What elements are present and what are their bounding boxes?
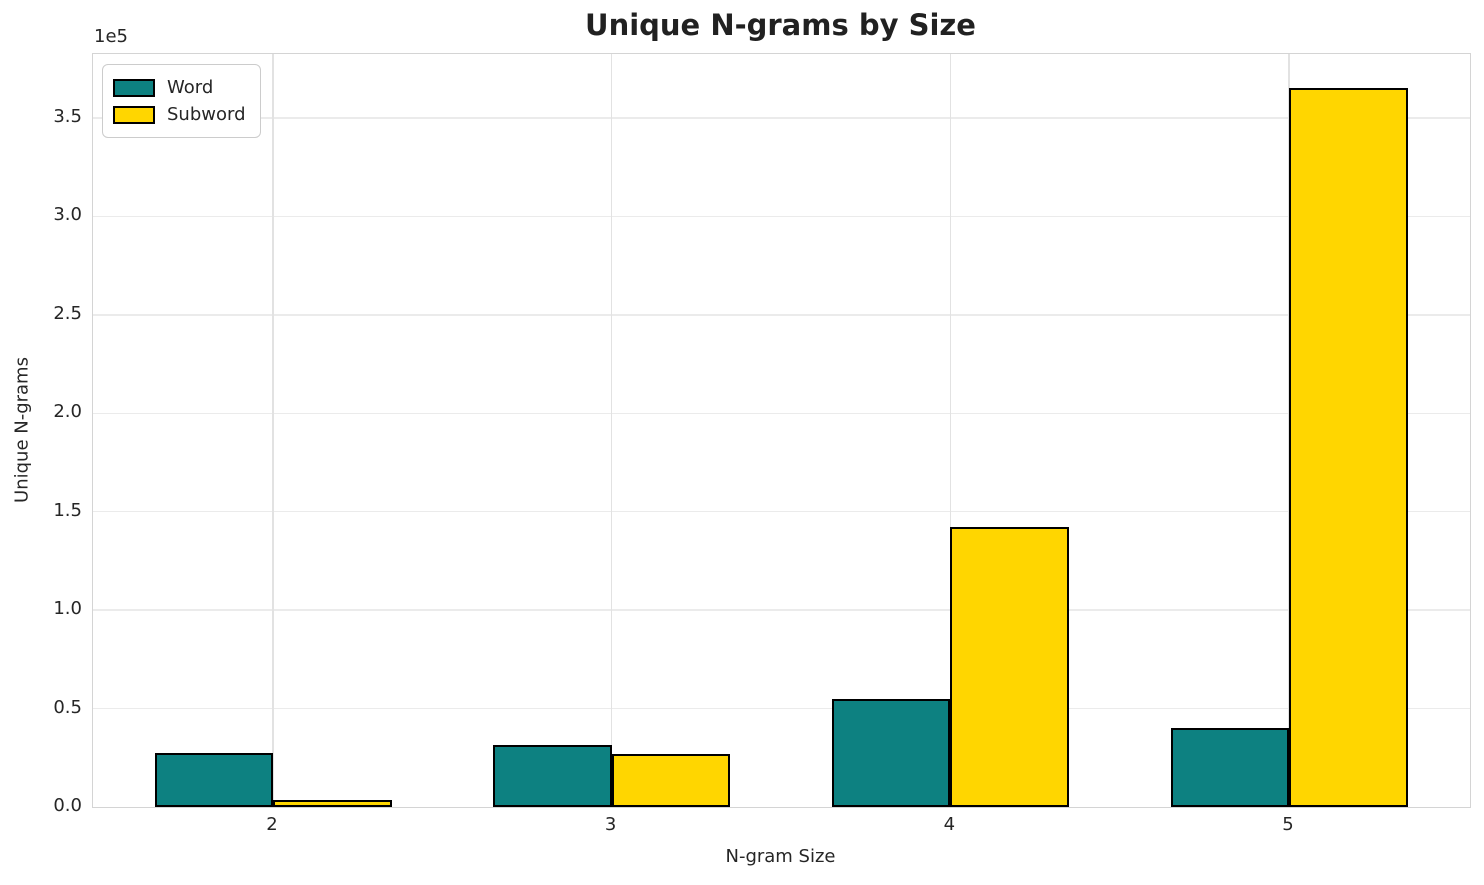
gridline-h	[93, 510, 1470, 513]
bar-subword-5	[1289, 88, 1408, 807]
gridline-h	[93, 412, 1470, 415]
y-axis-label: Unique N-grams	[11, 357, 33, 503]
bar-subword-4	[950, 527, 1069, 807]
legend-swatch-word	[113, 78, 155, 97]
bar-subword-3	[611, 753, 731, 807]
y-tick-label: 3.0	[53, 204, 82, 226]
gridline-h	[93, 117, 1470, 119]
y-tick-label: 3.5	[53, 105, 82, 127]
gridline-v	[949, 54, 952, 807]
chart-title: Unique N-grams by Size	[585, 8, 976, 42]
gridline-h	[93, 215, 1470, 218]
legend: Word Subword	[102, 64, 261, 138]
legend-label-word: Word	[167, 77, 214, 98]
legend-label-subword: Subword	[167, 104, 246, 125]
gridline-v	[610, 54, 613, 807]
y-tick-label: 0.0	[53, 795, 82, 816]
x-tick-label: 3	[604, 814, 617, 835]
bar-word-4	[831, 698, 951, 807]
plot-area: Word Subword	[92, 53, 1471, 808]
y-tick-label: 0.5	[53, 696, 82, 718]
y-tick-label: 2.5	[53, 302, 82, 324]
bar-word-3	[493, 745, 612, 807]
gridline-h	[93, 609, 1470, 611]
y-tick-label: 1.0	[53, 598, 82, 620]
gridline-h	[93, 314, 1470, 316]
y-axis-offset-label: 1e5	[94, 26, 128, 47]
gridline-h	[93, 707, 1470, 710]
y-tick-label: 1.5	[53, 499, 82, 521]
gridline-v	[272, 54, 274, 807]
bar-word-5	[1170, 728, 1289, 807]
legend-swatch-subword	[113, 105, 155, 124]
legend-item-subword: Subword	[113, 101, 246, 128]
x-tick-label: 2	[266, 814, 278, 835]
x-tick-label: 4	[943, 814, 956, 835]
y-tick-label: 2.0	[53, 401, 82, 423]
x-tick-label: 5	[1282, 814, 1294, 835]
x-axis-label: N-gram Size	[725, 846, 836, 867]
legend-item-word: Word	[113, 74, 246, 101]
bar-subword-2	[273, 800, 392, 807]
bar-word-2	[154, 752, 273, 807]
